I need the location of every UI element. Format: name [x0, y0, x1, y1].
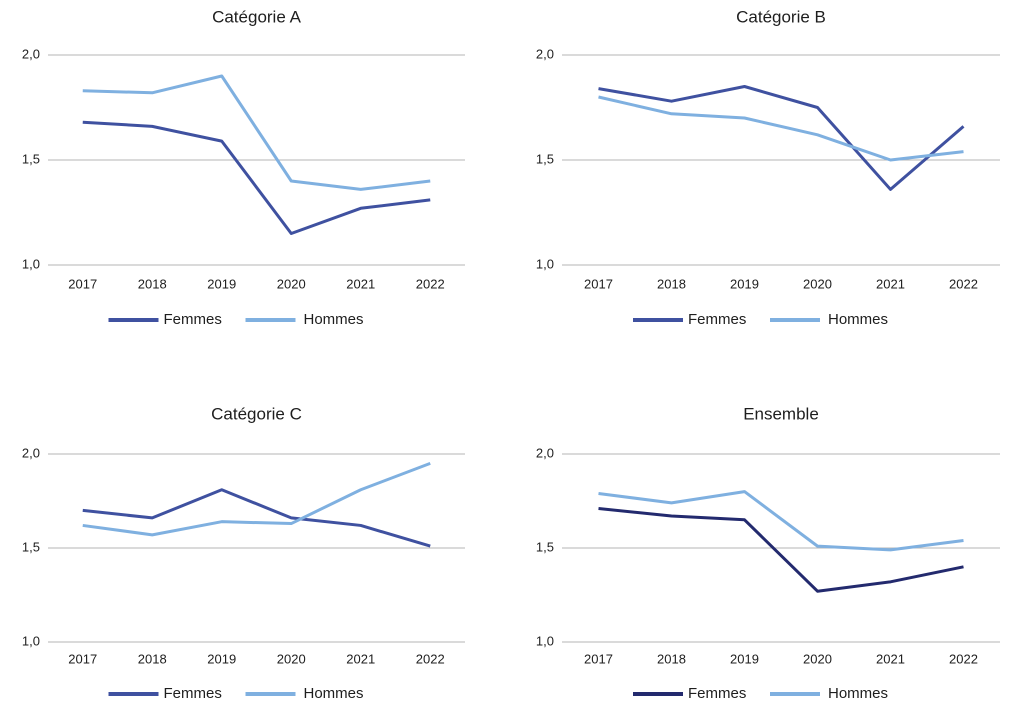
x-tick-label: 2022 — [416, 276, 445, 291]
x-tick-label: 2021 — [876, 651, 905, 666]
legend-label: Femmes — [164, 311, 222, 328]
x-tick-label: 2018 — [138, 651, 167, 666]
series-line — [82, 488, 431, 548]
chart-title: Catégorie C — [211, 404, 302, 423]
series-line — [598, 507, 964, 593]
x-tick-label: 2017 — [68, 276, 97, 291]
chart-title: Catégorie B — [736, 7, 826, 26]
x-tick-label: 2019 — [207, 651, 236, 666]
legend-label: Hommes — [828, 685, 888, 702]
chart-title: Catégorie A — [212, 7, 301, 26]
y-tick-label: 1,5 — [536, 151, 554, 166]
legend-label: Hommes — [304, 685, 364, 702]
x-tick-label: 2018 — [138, 276, 167, 291]
y-tick-label: 1,0 — [536, 256, 554, 271]
x-tick-label: 2017 — [584, 276, 613, 291]
chart-title: Ensemble — [743, 404, 819, 423]
series-line — [598, 490, 964, 552]
x-tick-label: 2022 — [416, 651, 445, 666]
y-tick-label: 1,5 — [22, 151, 40, 166]
series-line — [82, 74, 431, 191]
legend-label: Femmes — [688, 311, 746, 328]
x-tick-label: 2017 — [584, 651, 613, 666]
x-tick-label: 2020 — [277, 276, 306, 291]
x-tick-label: 2017 — [68, 651, 97, 666]
x-tick-label: 2020 — [803, 651, 832, 666]
x-tick-label: 2019 — [730, 276, 759, 291]
x-tick-label: 2020 — [277, 651, 306, 666]
x-tick-label: 2019 — [207, 276, 236, 291]
x-tick-label: 2021 — [346, 651, 375, 666]
y-tick-label: 1,5 — [22, 539, 40, 554]
y-tick-label: 2,0 — [22, 445, 40, 460]
series-line — [82, 120, 431, 235]
y-tick-label: 1,0 — [536, 633, 554, 648]
x-tick-label: 2018 — [657, 651, 686, 666]
series-line — [82, 461, 431, 537]
x-tick-label: 2019 — [730, 651, 759, 666]
legend-label: Femmes — [164, 685, 222, 702]
y-tick-label: 1,0 — [22, 256, 40, 271]
x-tick-label: 2021 — [876, 276, 905, 291]
y-tick-label: 2,0 — [536, 46, 554, 61]
y-tick-label: 2,0 — [22, 46, 40, 61]
series-line — [598, 85, 965, 191]
x-tick-label: 2022 — [949, 276, 978, 291]
x-tick-label: 2018 — [657, 276, 686, 291]
x-tick-label: 2022 — [949, 651, 978, 666]
series-line — [598, 95, 964, 162]
y-tick-label: 2,0 — [536, 445, 554, 460]
x-tick-label: 2020 — [803, 276, 832, 291]
x-tick-label: 2021 — [346, 276, 375, 291]
y-tick-label: 1,5 — [536, 539, 554, 554]
legend-label: Hommes — [304, 311, 364, 328]
legend-label: Hommes — [828, 311, 888, 328]
legend-label: Femmes — [688, 685, 746, 702]
y-tick-label: 1,0 — [22, 633, 40, 648]
